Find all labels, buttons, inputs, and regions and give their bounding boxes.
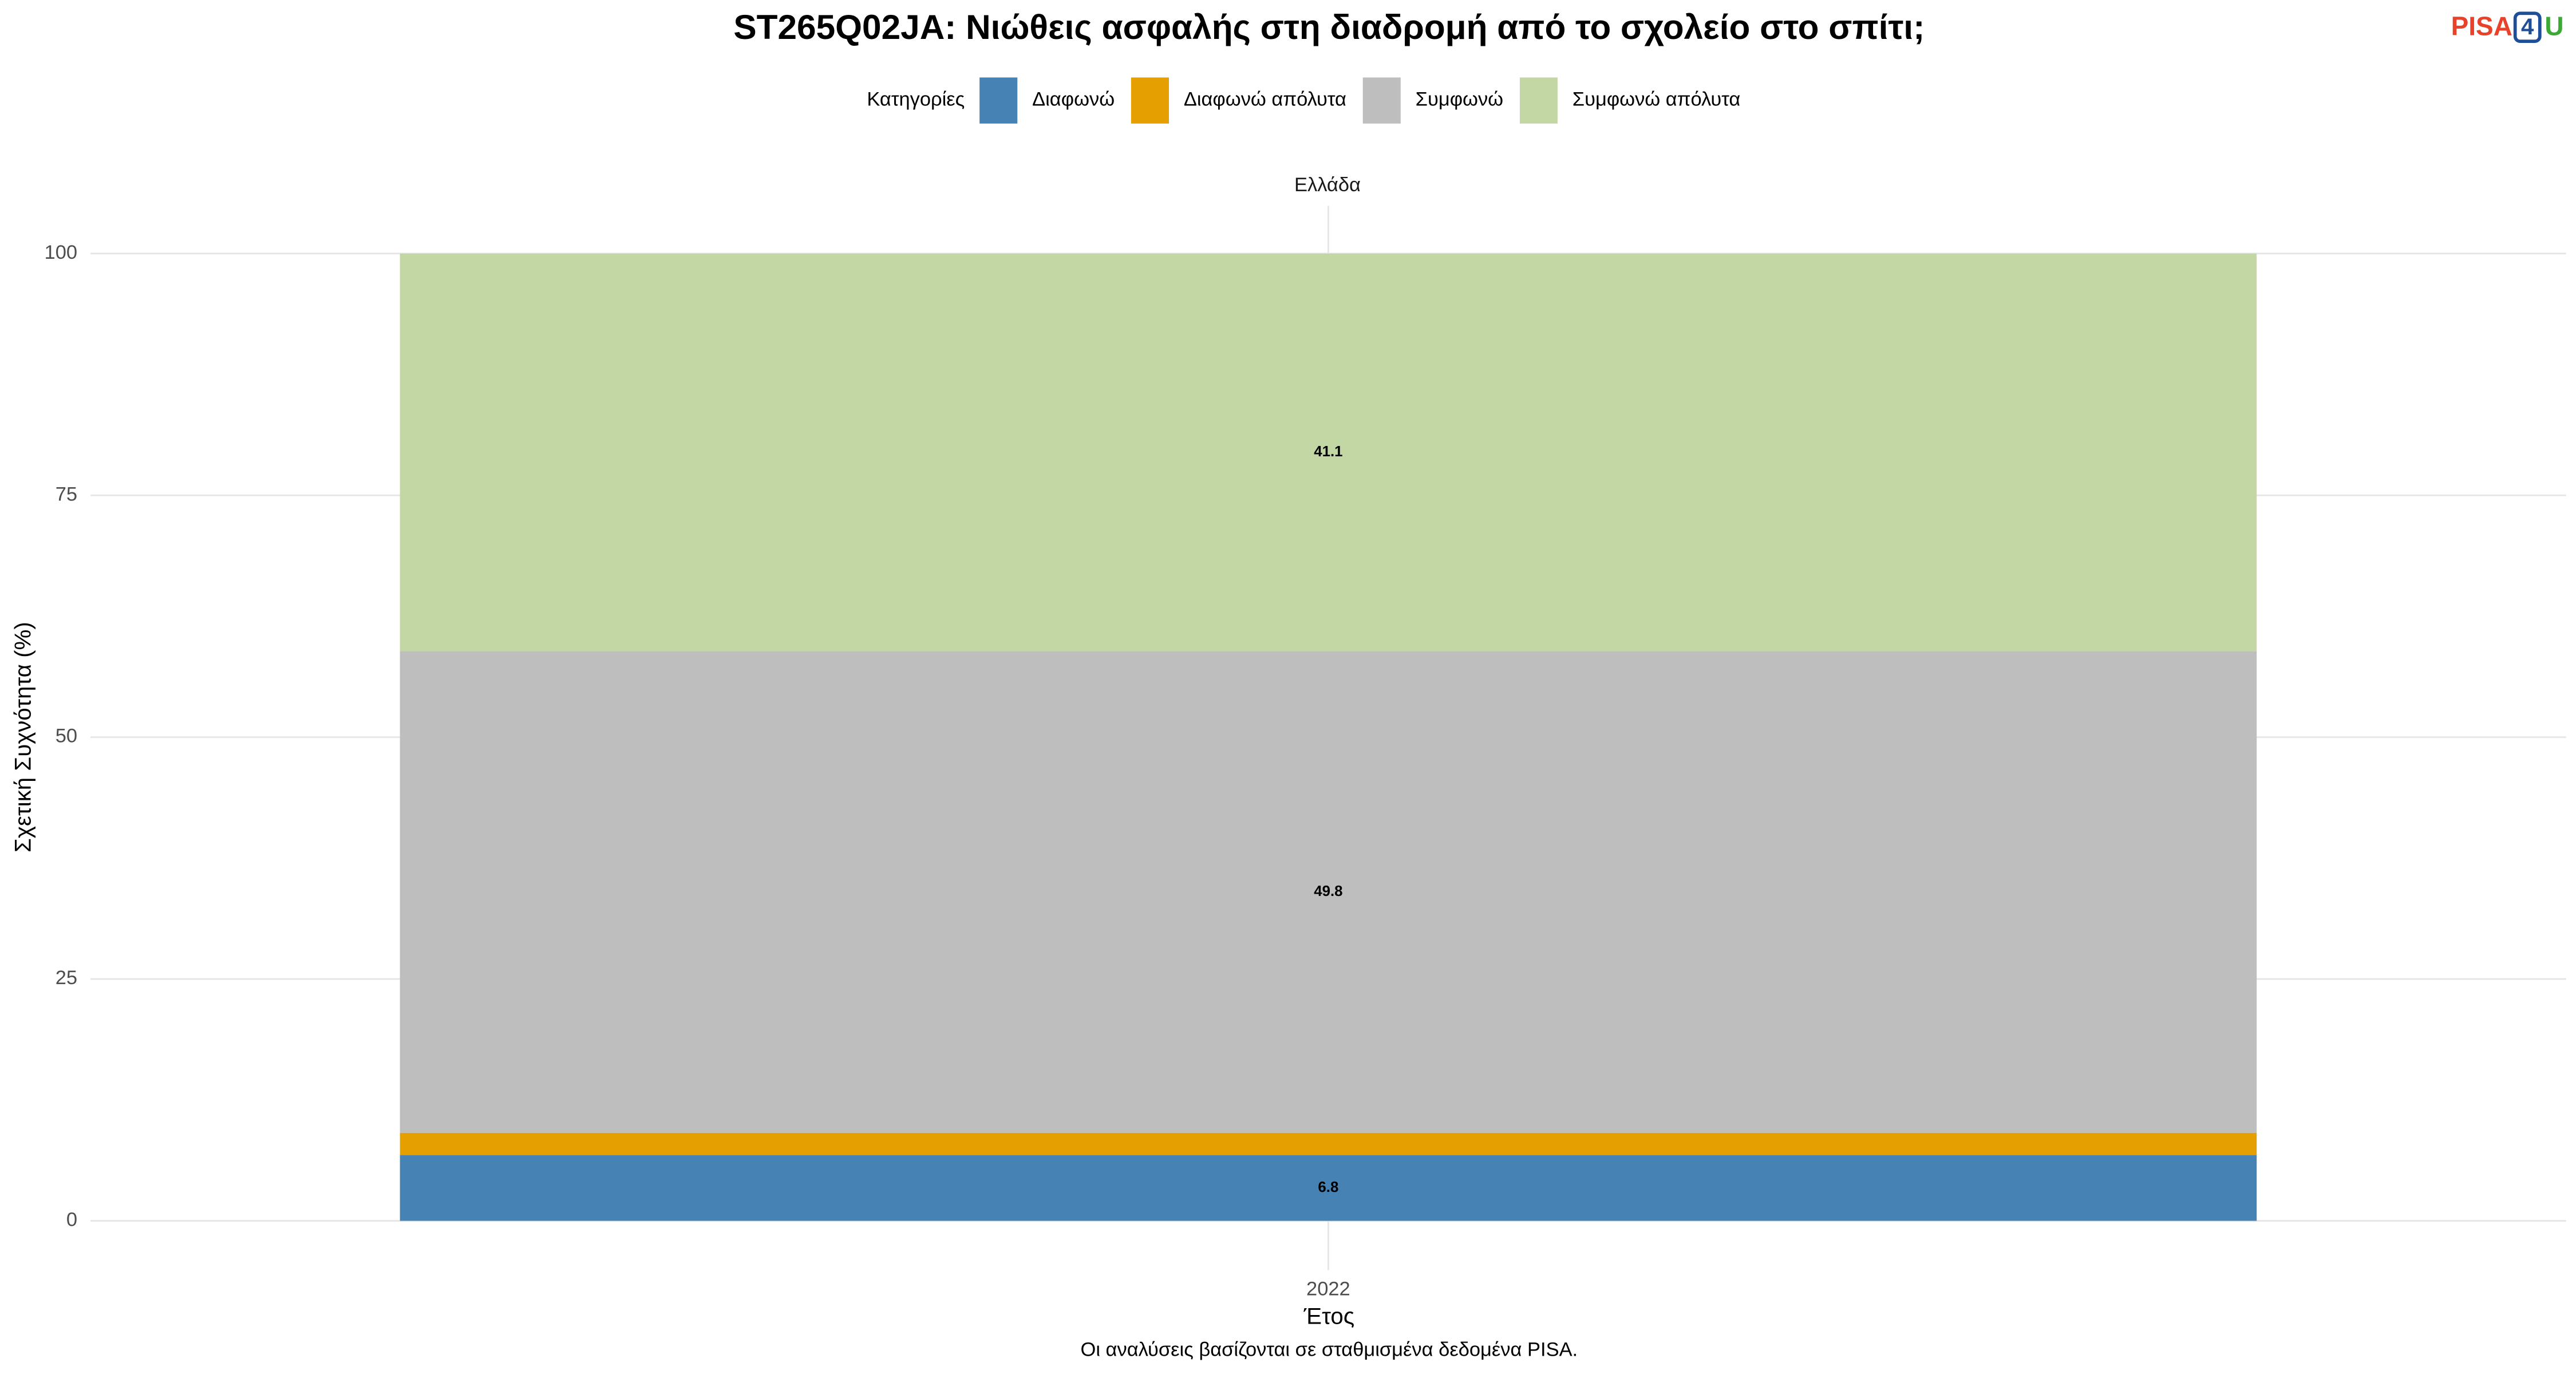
data-label: 6.8 (1318, 1179, 1338, 1195)
data-label: 49.8 (1314, 883, 1342, 899)
legend: Κατηγορίες Διαφωνώ Διαφωνώ απόλυτα Συμφωνώ Σ… (867, 77, 1741, 124)
legend-swatch (1519, 77, 1558, 124)
legend-swatch (979, 77, 1018, 124)
x-tick-label: 2022 (1306, 1278, 1350, 1300)
x-axis-label: Έτος (1303, 1304, 1355, 1329)
caption: Οι αναλύσεις βασίζονται σε σταθμισμένα δ… (1081, 1339, 1578, 1361)
y-tick-label: 100 (45, 242, 78, 263)
data-label: 41.1 (1314, 444, 1342, 460)
legend-swatch (1362, 77, 1401, 124)
legend-label: Διαφωνώ (1032, 89, 1115, 110)
legend-label: Συμφωνώ απόλυτα (1573, 89, 1741, 110)
bar-segment (400, 651, 2257, 1133)
y-axis-label: Σχετική Συχνότητα (%) (10, 622, 36, 852)
y-tick-label: 50 (56, 725, 77, 747)
logo: PISA 4 U (2451, 11, 2564, 44)
legend-label: Συμφωνώ (1416, 89, 1503, 110)
y-tick-label: 75 (56, 483, 77, 505)
logo-text: 4 (2521, 14, 2534, 40)
y-tick-label: 25 (56, 967, 77, 989)
bar-segment (400, 1132, 2257, 1155)
chart-title: ST265Q02JA: Νιώθεις ασφαλής στη διαδρομή… (733, 7, 1925, 46)
legend-swatch (1131, 77, 1169, 124)
bar-segment (400, 1155, 2257, 1221)
legend-label: Διαφωνώ απόλυτα (1184, 89, 1346, 110)
facet-label: Ελλάδα (1294, 174, 1361, 196)
bar-segment (400, 253, 2257, 652)
logo-box (2513, 11, 2542, 44)
y-tick-label: 0 (66, 1209, 77, 1231)
logo-text: PISA (2451, 11, 2512, 41)
legend-title: Κατηγορίες (867, 89, 965, 110)
logo-text: U (2545, 11, 2563, 41)
